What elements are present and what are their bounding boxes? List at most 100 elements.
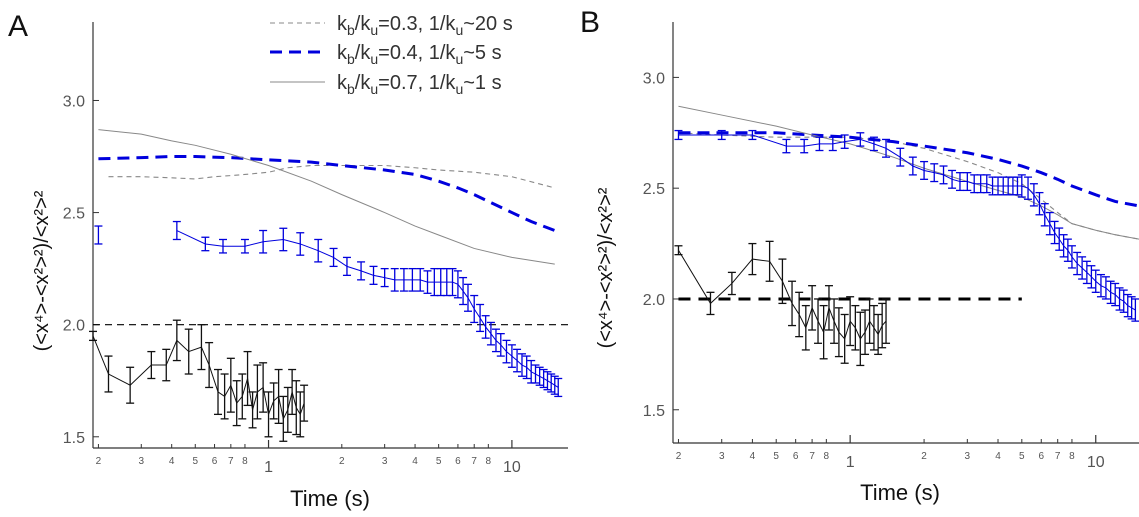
error-bar [674,129,683,141]
x-minor-tick-label: 4 [412,456,418,467]
error-bar [939,165,948,185]
x-minor-tick-label: 6 [793,451,799,462]
y-tick-label: 2.5 [63,206,85,223]
series-blue-data-line [678,134,1136,311]
panel-b-x-axis-title: Time (s) [860,480,940,505]
error-bar [357,261,366,281]
error-bar [232,380,241,427]
error-bar [1106,280,1115,305]
error-bar [948,169,957,189]
error-bar [259,229,268,254]
error-bar [1131,298,1139,322]
error-bar [801,304,810,351]
series-blue-data [94,220,563,398]
error-bar [727,271,736,296]
error-bar [481,315,490,339]
y-tick-label: 2.0 [643,292,665,309]
error-bar [89,330,97,342]
error-bar [778,258,787,305]
error-bar [220,373,229,420]
y-tick-label: 3.0 [63,93,85,110]
error-bar [846,296,855,347]
legend-entry: kb/ku=0.4, 1/ku~5 s [270,42,502,67]
x-minor-tick-label: 2 [339,456,345,467]
x-minor-tick-label: 5 [773,451,779,462]
error-bar [930,163,939,183]
error-bar [314,238,323,263]
error-bar [856,311,865,367]
series-black-data [674,240,891,367]
error-bar [1082,260,1091,285]
panel-a: A 1.52.02.53.02 3 4 5 6 7 8 2 3 4 5 6 7 81 10 Time (s)… [8,10,568,511]
error-bar [1024,176,1033,200]
error-bar [147,350,156,380]
error-bar [253,364,262,420]
x-major-tick-label: 1 [264,459,273,476]
series-a-line [108,164,555,189]
error-bar [408,267,417,292]
error-bar [172,220,181,241]
error-bar [1101,276,1110,300]
error-bar [554,377,563,398]
series-c-line [678,105,1139,240]
error-bar [226,357,235,413]
x-minor-tick-label: 7 [809,451,815,462]
x-minor-tick-label: 8 [242,456,248,467]
error-bar [808,285,817,331]
error-bar [840,134,849,149]
x-minor-tick-label: 7 [228,456,234,467]
error-bar [269,382,278,420]
x-minor-tick-label: 6 [455,456,461,467]
x-major-tick-label: 1 [846,454,855,471]
error-bar [264,391,273,438]
x-minor-tick-label: 5 [192,456,198,467]
error-bar [369,265,378,285]
x-minor-tick-label: 2 [676,451,682,462]
error-bar [463,283,472,312]
error-bar [243,350,252,407]
error-bar [259,362,268,413]
error-bar [423,270,432,294]
x-minor-tick-label: 5 [436,456,442,467]
x-major-tick-label: 10 [1087,454,1105,471]
x-minor-tick-label: 4 [169,456,175,467]
error-bar [963,172,972,192]
error-bar [851,304,860,351]
error-bar [94,225,103,245]
error-bar [502,339,511,364]
panel-b: B 1.52.02.53.02 3 4 5 6 7 8 2 3 4 5 6 7 81 10 Time (s)… [580,6,1139,505]
error-bar [1087,265,1096,289]
error-bar [782,138,791,154]
error-bar [800,138,809,154]
error-bar [1059,234,1068,258]
series-black-data [89,319,309,442]
error-bar [788,280,797,327]
error-bar [491,328,500,353]
error-bar [184,328,193,375]
error-bar [279,227,288,252]
error-bar [507,344,516,368]
error-bar [1029,183,1038,207]
x-minor-tick-label: 3 [382,456,388,467]
error-bar [819,304,828,360]
error-bar [874,313,883,356]
error-bar [486,321,495,346]
error-bar [329,247,338,268]
panel-b-y-axis-title: (<x⁴>-<x²>²)/<x²>² [595,187,617,348]
x-minor-tick-label: 4 [995,451,1001,462]
error-bar [908,156,917,176]
error-bar [955,172,964,192]
error-bar [296,232,305,256]
error-bar [283,386,292,433]
y-tick-label: 1.5 [63,430,85,447]
error-bar [496,333,505,357]
error-bar [201,236,210,252]
error-bar [882,298,891,344]
x-major-tick-label: 10 [503,459,521,476]
error-bar [706,291,715,316]
error-bar [896,147,905,167]
series-blue-data [674,129,1139,322]
error-bar [748,242,757,276]
x-minor-tick-label: 5 [1019,451,1025,462]
